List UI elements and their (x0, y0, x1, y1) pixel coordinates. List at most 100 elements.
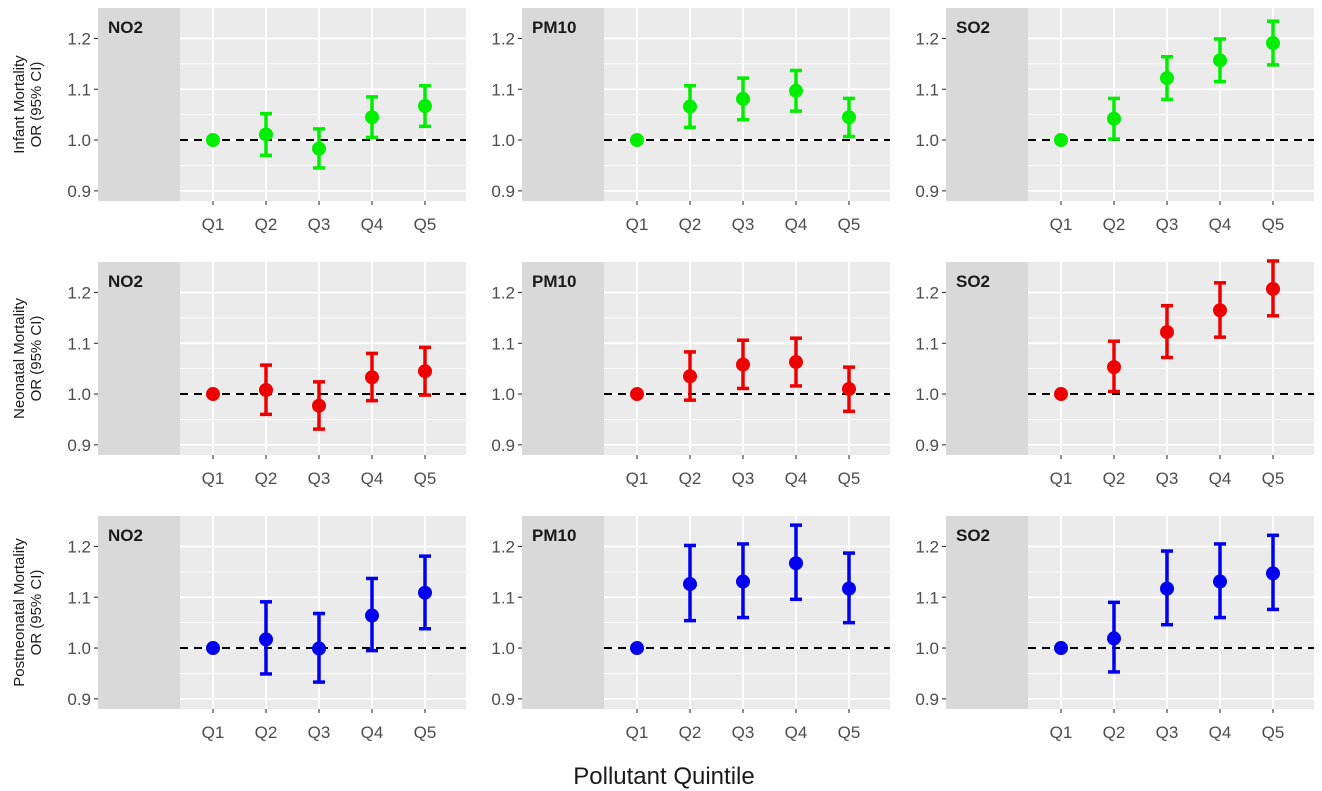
row-label-line: Infant Mortality (11, 55, 28, 154)
x-tick-label: Q4 (361, 469, 384, 488)
y-tick-label: 0.9 (915, 436, 939, 455)
y-tick-label: 1.1 (67, 588, 91, 607)
data-point (1266, 281, 1280, 296)
y-tick-label: 1.1 (915, 80, 939, 99)
x-tick-label: Q4 (1209, 469, 1232, 488)
data-point (789, 355, 803, 370)
data-point (683, 369, 697, 384)
facet-label: SO2 (956, 272, 990, 291)
x-tick-label: Q3 (1156, 469, 1179, 488)
x-tick-label: Q2 (679, 723, 702, 742)
data-point (842, 581, 856, 596)
x-tick-label: Q2 (1103, 723, 1126, 742)
x-tick-label: Q5 (838, 215, 861, 234)
y-tick-label: 1.1 (915, 334, 939, 353)
x-axis-title: Pollutant Quintile (573, 763, 754, 790)
panel-so2-row-3: 0.9 1.0 1.1 1.2 Q1 Q2 Q3 Q4 Q5 SO2 (915, 516, 1314, 742)
x-tick-label: Q5 (1262, 723, 1285, 742)
facet-strip (98, 262, 180, 455)
row-label-line: OR (95% CI) (28, 570, 45, 656)
x-tick-label: Q3 (308, 723, 331, 742)
y-tick-label: 1.0 (67, 385, 91, 404)
x-tick-label: Q5 (838, 469, 861, 488)
facet-strip (98, 8, 180, 201)
facet-label: PM10 (532, 18, 576, 37)
data-point (789, 83, 803, 98)
x-tick-label: Q2 (255, 469, 278, 488)
data-point (1213, 53, 1227, 68)
y-tick-label: 1.2 (491, 537, 515, 556)
facet-label: NO2 (108, 272, 143, 291)
x-tick-label: Q3 (308, 469, 331, 488)
y-tick-label: 1.1 (491, 334, 515, 353)
facet-label: SO2 (956, 18, 990, 37)
x-tick-label: Q5 (414, 215, 437, 234)
data-point (1107, 360, 1121, 375)
x-tick-label: Q4 (361, 723, 384, 742)
y-tick-label: 1.1 (491, 80, 515, 99)
facet-label: SO2 (956, 526, 990, 545)
data-point (1054, 387, 1068, 402)
data-point (630, 133, 644, 148)
data-point (1160, 581, 1174, 596)
data-point (1160, 325, 1174, 340)
data-point (365, 110, 379, 125)
y-tick-label: 0.9 (67, 182, 91, 201)
data-point (365, 608, 379, 623)
y-tick-label: 1.2 (67, 283, 91, 302)
data-point (259, 382, 273, 397)
x-tick-label: Q2 (1103, 469, 1126, 488)
data-point (736, 91, 750, 106)
data-point (1213, 574, 1227, 589)
data-point (789, 556, 803, 571)
data-point (1054, 133, 1068, 148)
x-tick-label: Q5 (838, 723, 861, 742)
panel-pm10-row-2: 0.9 1.0 1.1 1.2 Q1 Q2 Q3 Q4 Q5 PM10 (491, 262, 890, 488)
x-tick-label: Q3 (1156, 215, 1179, 234)
panel-no2-row-1: 0.9 1.0 1.1 1.2 Q1 Q2 Q3 Q4 Q5 NO2 (67, 8, 466, 234)
data-point (365, 370, 379, 385)
x-tick-label: Q4 (785, 723, 808, 742)
data-point (418, 99, 432, 114)
data-point (1213, 303, 1227, 318)
x-tick-label: Q2 (679, 469, 702, 488)
row-labels-layer: Infant Mortality OR (95% CI)Neonatal Mort… (11, 55, 45, 687)
x-tick-label: Q5 (414, 469, 437, 488)
data-point (259, 632, 273, 647)
y-tick-label: 1.1 (491, 588, 515, 607)
panel-no2-row-3: 0.9 1.0 1.1 1.2 Q1 Q2 Q3 Q4 Q5 NO2 (67, 516, 466, 742)
data-point (630, 641, 644, 656)
facet-strip (946, 262, 1028, 455)
x-tick-label: Q3 (308, 215, 331, 234)
facet-label: PM10 (532, 272, 576, 291)
y-tick-label: 0.9 (491, 182, 515, 201)
y-tick-label: 1.0 (915, 131, 939, 150)
y-tick-label: 1.0 (67, 131, 91, 150)
y-tick-label: 1.1 (67, 334, 91, 353)
x-tick-label: Q5 (1262, 215, 1285, 234)
x-tick-label: Q1 (1050, 469, 1073, 488)
data-point (736, 574, 750, 589)
y-tick-label: 1.0 (915, 385, 939, 404)
x-tick-label: Q1 (1050, 723, 1073, 742)
data-point (683, 99, 697, 114)
data-point (1054, 641, 1068, 656)
y-tick-label: 1.2 (67, 29, 91, 48)
y-tick-label: 1.2 (915, 537, 939, 556)
data-point (630, 387, 644, 402)
data-point (1266, 566, 1280, 581)
x-tick-label: Q2 (1103, 215, 1126, 234)
x-tick-label: Q5 (414, 723, 437, 742)
data-point (1266, 36, 1280, 51)
x-tick-label: Q3 (732, 215, 755, 234)
panel-no2-row-2: 0.9 1.0 1.1 1.2 Q1 Q2 Q3 Q4 Q5 NO2 (67, 262, 466, 488)
panel-pm10-row-1: 0.9 1.0 1.1 1.2 Q1 Q2 Q3 Q4 Q5 PM10 (491, 8, 890, 234)
facet-strip (522, 8, 604, 201)
x-tick-label: Q1 (202, 723, 225, 742)
x-tick-label: Q1 (1050, 215, 1073, 234)
facet-strip (946, 8, 1028, 201)
x-tick-label: Q1 (626, 469, 649, 488)
data-point (312, 398, 326, 413)
x-tick-label: Q4 (785, 215, 808, 234)
